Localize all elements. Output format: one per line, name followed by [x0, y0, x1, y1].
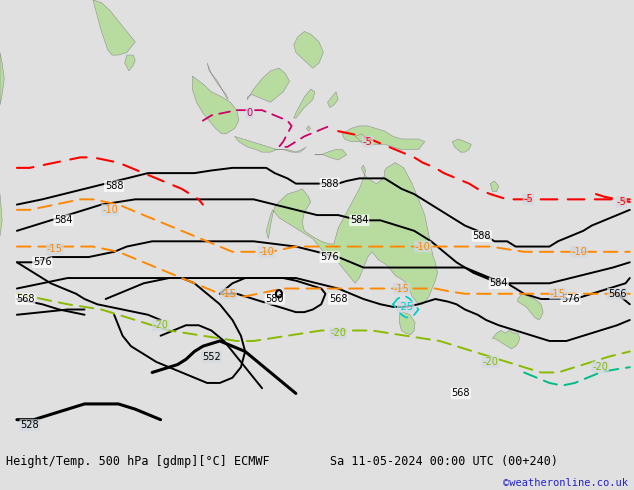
Polygon shape — [294, 89, 315, 118]
Text: -20: -20 — [482, 357, 498, 367]
Text: 588: 588 — [320, 179, 339, 189]
Text: -15: -15 — [47, 244, 63, 254]
Polygon shape — [207, 63, 228, 99]
Text: -20: -20 — [153, 320, 169, 330]
Polygon shape — [93, 0, 135, 55]
Polygon shape — [355, 134, 366, 142]
Text: 568: 568 — [451, 389, 470, 398]
Polygon shape — [342, 126, 425, 149]
Text: -5: -5 — [616, 197, 626, 207]
Polygon shape — [518, 294, 543, 320]
Text: 576: 576 — [33, 257, 51, 267]
Text: 584: 584 — [350, 215, 368, 225]
Polygon shape — [328, 92, 338, 107]
Text: 584: 584 — [54, 215, 73, 225]
Polygon shape — [306, 126, 311, 131]
Text: 528: 528 — [20, 420, 39, 430]
Text: -10: -10 — [571, 247, 587, 257]
Text: -10: -10 — [259, 247, 274, 257]
Text: 568: 568 — [329, 294, 347, 304]
Text: -5: -5 — [524, 195, 533, 204]
Polygon shape — [0, 52, 4, 105]
Text: -20: -20 — [330, 328, 346, 338]
Text: 580: 580 — [266, 294, 284, 304]
Polygon shape — [0, 178, 2, 236]
Text: 576: 576 — [561, 294, 580, 304]
Polygon shape — [399, 312, 415, 335]
Polygon shape — [315, 149, 347, 160]
Text: -15: -15 — [550, 289, 566, 299]
Text: 566: 566 — [608, 289, 626, 299]
Text: ©weatheronline.co.uk: ©weatheronline.co.uk — [503, 478, 628, 489]
Polygon shape — [490, 181, 499, 192]
Text: 584: 584 — [489, 278, 508, 288]
Text: 588: 588 — [105, 181, 124, 191]
Text: -5: -5 — [363, 137, 373, 147]
Polygon shape — [192, 76, 239, 134]
Text: -10: -10 — [102, 205, 118, 215]
Text: -25: -25 — [398, 302, 414, 312]
Polygon shape — [294, 31, 323, 68]
Text: 552: 552 — [202, 352, 221, 362]
Text: 588: 588 — [472, 231, 491, 241]
Polygon shape — [247, 68, 290, 102]
Text: 568: 568 — [16, 294, 35, 304]
Polygon shape — [125, 55, 135, 71]
Text: -15: -15 — [220, 289, 236, 299]
Text: -10: -10 — [415, 242, 430, 251]
Text: 0: 0 — [247, 108, 252, 118]
Text: -15: -15 — [394, 284, 410, 294]
Polygon shape — [235, 136, 277, 152]
Text: -20: -20 — [592, 362, 608, 372]
Text: Sa 11-05-2024 00:00 UTC (00+240): Sa 11-05-2024 00:00 UTC (00+240) — [330, 455, 558, 468]
Polygon shape — [266, 163, 437, 304]
Polygon shape — [275, 147, 306, 152]
Text: Height/Temp. 500 hPa [gdmp][°C] ECMWF: Height/Temp. 500 hPa [gdmp][°C] ECMWF — [6, 455, 270, 468]
Polygon shape — [493, 330, 520, 349]
Polygon shape — [452, 139, 471, 152]
Text: 576: 576 — [320, 252, 339, 262]
